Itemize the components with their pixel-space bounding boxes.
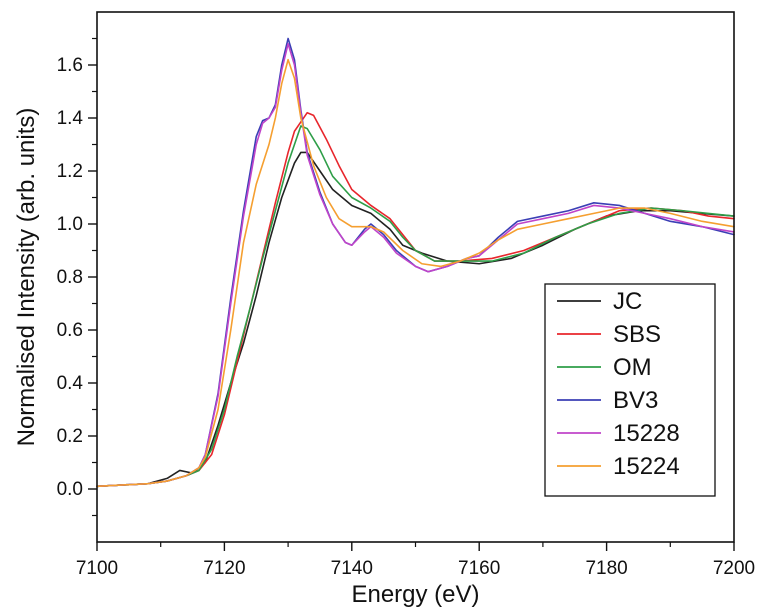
- legend-label-15228: 15228: [613, 420, 680, 447]
- x-tick-label-7200: 7200: [713, 558, 755, 579]
- x-tick-label-7160: 7160: [458, 558, 500, 579]
- x-tick-label-7100: 7100: [76, 558, 118, 579]
- y-tick-label-1.2: 1.2: [57, 161, 83, 182]
- x-tick-label-7140: 7140: [331, 558, 373, 579]
- y-tick-label-0.0: 0.0: [57, 479, 83, 500]
- series-line-om: [96, 125, 735, 488]
- y-tick-label-0.8: 0.8: [57, 267, 83, 288]
- legend-label-sbs: SBS: [613, 321, 661, 348]
- legend-box: [544, 283, 716, 497]
- y-tick-label-0.6: 0.6: [57, 320, 83, 341]
- y-axis: 0.0 0.2 0.4 0.6 0.8 1.0 1.2 1.4 1.6: [57, 37, 97, 517]
- y-tick-label-0.4: 0.4: [57, 373, 84, 394]
- y-tick-label-1.6: 1.6: [57, 55, 83, 76]
- y-tick-label-0.2: 0.2: [57, 426, 83, 447]
- legend-label-15224: 15224: [613, 453, 680, 480]
- x-tick-label-7120: 7120: [203, 558, 245, 579]
- legend: JC SBS OM BV3 15228 15224: [544, 283, 716, 497]
- series-line-15224: [96, 58, 735, 488]
- series-layer: [96, 37, 735, 488]
- legend-label-jc: JC: [613, 288, 642, 315]
- x-tick-label-7180: 7180: [585, 558, 627, 579]
- y-tick-label-1.4: 1.4: [57, 108, 84, 129]
- series-line-15228: [96, 43, 735, 488]
- x-axis-title: Energy (eV): [351, 581, 479, 608]
- legend-label-om: OM: [613, 354, 652, 381]
- x-axis: 7100 7120 7140 7160 7180 7200: [76, 542, 755, 579]
- legend-label-bv3: BV3: [613, 387, 658, 414]
- legend-items: JC SBS OM BV3 15228 15224: [557, 288, 680, 480]
- y-axis-title: Normalised Intensity (arb. units): [13, 108, 40, 447]
- y-tick-label-1.0: 1.0: [57, 214, 83, 235]
